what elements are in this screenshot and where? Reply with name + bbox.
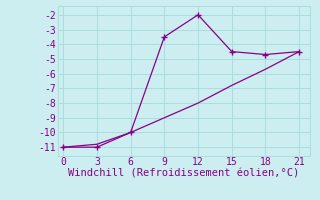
X-axis label: Windchill (Refroidissement éolien,°C): Windchill (Refroidissement éolien,°C): [68, 169, 300, 179]
